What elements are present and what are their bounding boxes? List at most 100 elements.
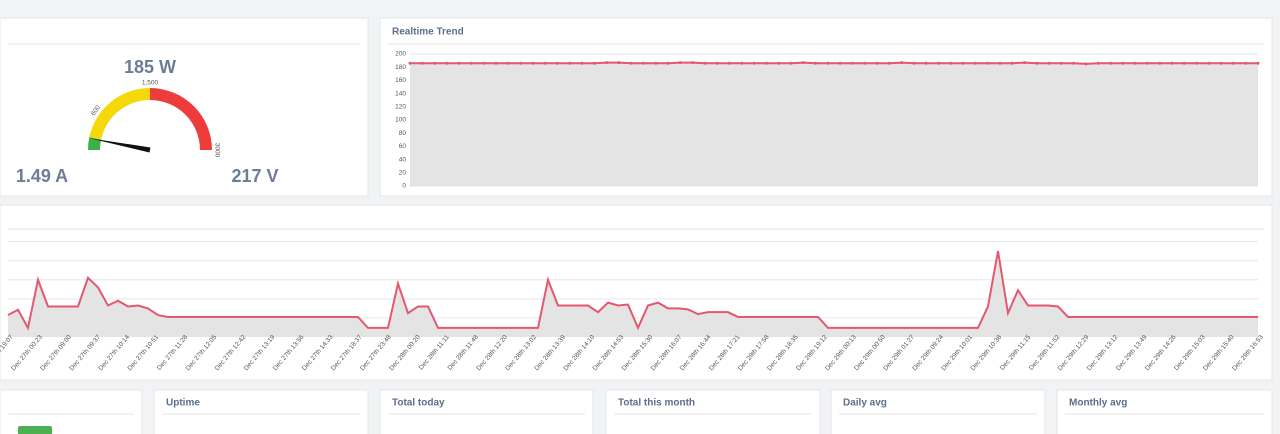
point: [678, 61, 682, 65]
point: [838, 61, 842, 65]
stat-title: Daily avg: [843, 398, 887, 409]
point: [863, 61, 867, 65]
point: [691, 61, 695, 65]
gauge-tick-label: 3000: [213, 143, 220, 158]
point: [1121, 61, 1125, 65]
point: [445, 61, 449, 65]
point: [1170, 61, 1174, 65]
y-tick-label: 20: [399, 170, 407, 177]
point: [1133, 61, 1137, 65]
point: [617, 61, 621, 65]
point: [973, 61, 977, 65]
point: [519, 61, 523, 65]
point: [408, 61, 412, 65]
point: [469, 61, 473, 65]
line: [410, 61, 1258, 65]
point: [506, 61, 510, 65]
point: [433, 61, 437, 65]
point: [1072, 61, 1076, 65]
point: [924, 61, 928, 65]
point: [752, 61, 756, 65]
point: [1022, 61, 1026, 65]
point: [764, 61, 768, 65]
y-tick-label: 180: [395, 64, 406, 71]
point: [1231, 61, 1235, 65]
y-tick-label: 40: [399, 156, 407, 163]
point: [998, 61, 1002, 65]
y-tick-label: 0: [402, 183, 406, 190]
point: [801, 61, 805, 65]
point: [482, 61, 486, 65]
stat-panel: [830, 389, 1046, 434]
point: [936, 61, 940, 65]
y-tick-label: 120: [395, 104, 406, 111]
stat-title: Total this month: [618, 398, 695, 409]
power-readout: 185 W: [124, 57, 176, 77]
status-badge: [18, 426, 52, 434]
y-tick-label: 80: [399, 130, 407, 137]
stat-panel: [605, 389, 821, 434]
point: [1109, 61, 1113, 65]
point: [887, 61, 891, 65]
point: [986, 61, 990, 65]
point: [580, 61, 584, 65]
stat-title: Uptime: [166, 398, 200, 409]
gauge-needle: [89, 138, 151, 153]
point: [1096, 61, 1100, 65]
point: [1047, 61, 1051, 65]
point: [1244, 61, 1248, 65]
point: [789, 61, 793, 65]
point: [949, 61, 953, 65]
point: [642, 61, 646, 65]
point: [654, 61, 658, 65]
point: [1207, 61, 1211, 65]
point: [531, 61, 535, 65]
gauge-band: [89, 88, 150, 140]
area: [410, 62, 1258, 186]
point: [1182, 61, 1186, 65]
point: [814, 61, 818, 65]
y-tick-label: 60: [399, 143, 407, 150]
point: [1256, 61, 1260, 65]
point: [1035, 61, 1039, 65]
stat-title: Monthly avg: [1069, 398, 1127, 409]
area: [8, 251, 1258, 337]
point: [777, 61, 781, 65]
point: [900, 61, 904, 65]
y-tick-label: 100: [395, 117, 406, 124]
line: [7, 250, 1258, 331]
point: [1158, 61, 1162, 65]
gauge-tick-label: 1,500: [142, 80, 159, 87]
point: [1195, 61, 1199, 65]
stat-panel: [153, 389, 369, 434]
y-tick-label: 160: [395, 77, 406, 84]
point: [457, 61, 461, 65]
point: [543, 61, 547, 65]
point: [1059, 61, 1063, 65]
point: [555, 61, 559, 65]
stat-title: Total today: [392, 398, 445, 409]
point: [703, 61, 707, 65]
y-tick-label: 200: [395, 51, 406, 58]
gauge-band: [88, 137, 102, 150]
stat-panel: [1056, 389, 1273, 434]
point: [1084, 62, 1088, 66]
point: [568, 61, 572, 65]
point: [740, 61, 744, 65]
point: [715, 61, 719, 65]
point: [961, 61, 965, 65]
stat-panel: [379, 389, 594, 434]
point: [1010, 61, 1014, 65]
gauge-band: [150, 88, 212, 150]
point: [420, 61, 424, 65]
point: [850, 61, 854, 65]
point: [629, 61, 633, 65]
point: [1219, 61, 1223, 65]
point: [728, 61, 732, 65]
point: [494, 61, 498, 65]
voltage-readout: 217 V: [231, 166, 278, 186]
point: [912, 61, 916, 65]
point: [605, 61, 609, 65]
point: [666, 61, 670, 65]
